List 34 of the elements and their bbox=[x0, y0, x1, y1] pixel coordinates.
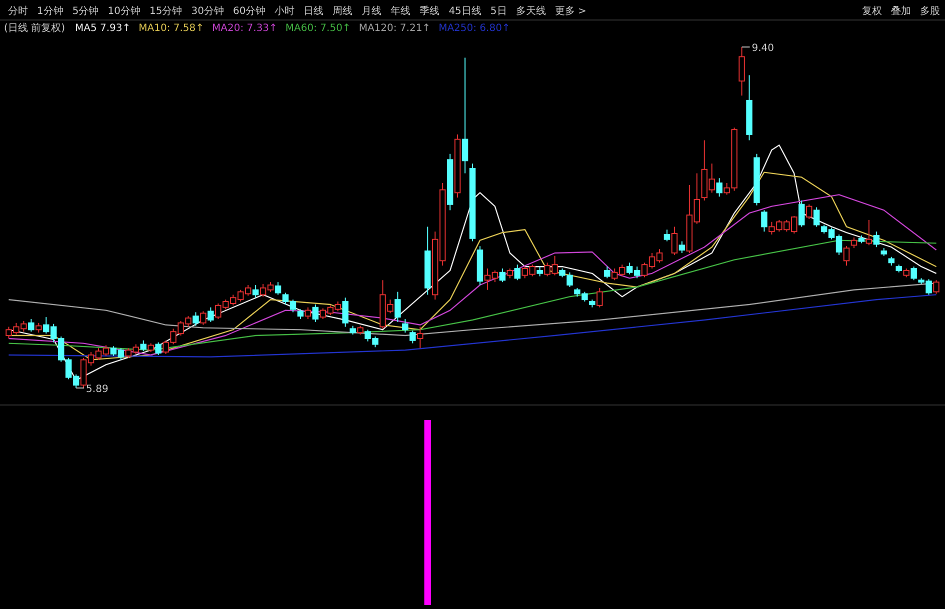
annotation: 5.89 bbox=[86, 384, 108, 395]
candlestick bbox=[462, 57, 468, 174]
text: 60分钟 bbox=[232, 5, 266, 17]
text: 季线 bbox=[420, 5, 440, 17]
text: 多天线 bbox=[516, 5, 546, 17]
annotation: 9.40 bbox=[752, 43, 774, 54]
candlestick bbox=[738, 46, 745, 96]
text: 15分钟 bbox=[149, 5, 182, 17]
text: 5日 bbox=[490, 6, 507, 17]
text: MA60: 7.50↑ bbox=[285, 23, 351, 34]
text: 30分钟 bbox=[191, 5, 224, 17]
text: 45日线 bbox=[448, 5, 482, 17]
text: 日线 bbox=[304, 5, 324, 17]
text: 5分钟 bbox=[72, 5, 99, 17]
text: MA5 7.93↑ bbox=[74, 23, 131, 34]
text: 叠加 bbox=[891, 5, 911, 17]
text: 周线 bbox=[332, 5, 353, 17]
text: 更多 > bbox=[554, 5, 586, 17]
chart-subtitle: (日线 前复权) bbox=[4, 22, 66, 34]
text: 10分钟 bbox=[108, 5, 140, 17]
text: 复权 bbox=[862, 5, 882, 17]
text: 分时 bbox=[8, 5, 28, 17]
text: 1分钟 bbox=[37, 5, 64, 17]
candlestick bbox=[394, 291, 401, 322]
text: 小时 bbox=[274, 5, 295, 17]
candlestick bbox=[454, 134, 461, 198]
text: MA250: 6.80↑ bbox=[438, 23, 510, 34]
text: MA10: 7.58↑ bbox=[138, 23, 204, 34]
candlestick bbox=[746, 74, 752, 141]
text: MA20: 7.33↑ bbox=[212, 23, 278, 34]
text: 年线 bbox=[390, 5, 411, 17]
text: 多股 bbox=[920, 5, 940, 17]
text: MA120: 7.21↑ bbox=[358, 23, 431, 34]
text: 月线 bbox=[362, 5, 382, 17]
